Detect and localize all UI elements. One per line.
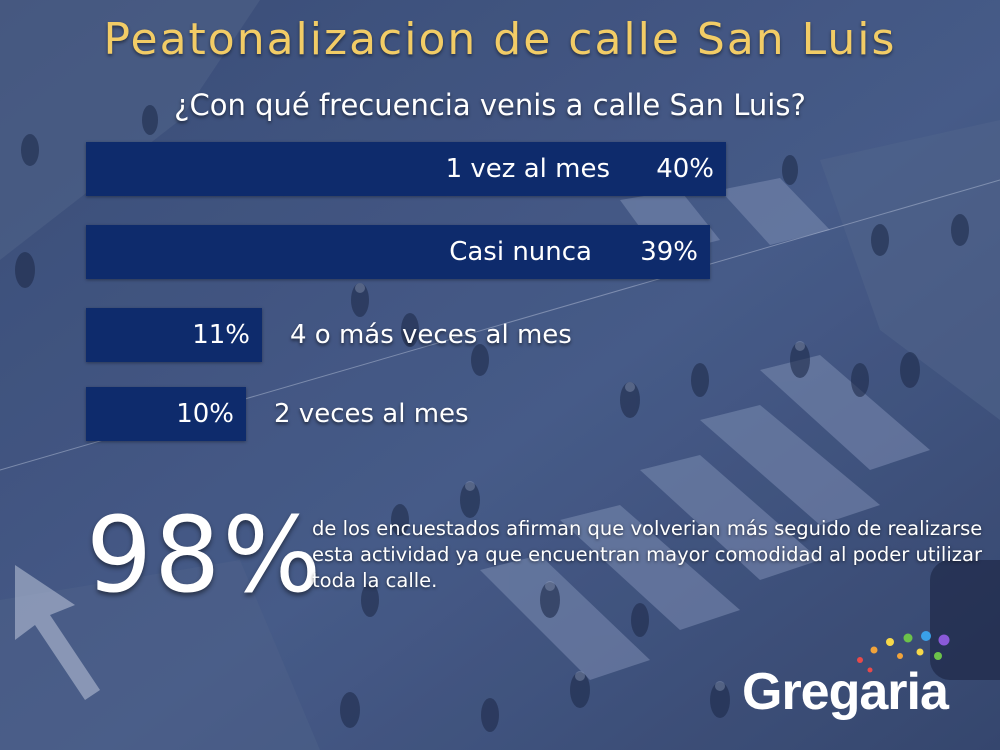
logo-dot <box>870 646 878 654</box>
bar-1: 40% 1 vez al mes <box>86 142 726 196</box>
bar-value-label: 40% <box>656 154 714 184</box>
logo-dot <box>897 653 903 659</box>
brand-logo: Gregaria <box>742 663 949 721</box>
bar-value-label: 11% <box>192 320 250 350</box>
bar-3: 11% <box>86 308 262 362</box>
logo-dot <box>903 633 913 643</box>
bar-2: 39% Casi nunca <box>86 225 710 279</box>
highlight-percentage: 98% <box>86 494 324 616</box>
bar-4: 10% <box>86 387 246 441</box>
logo-dot <box>857 657 863 663</box>
logo-dots-icon <box>857 631 950 673</box>
highlight-description: de los encuestados afirman que volverian… <box>312 517 983 592</box>
bar-category-label: 2 veces al mes <box>274 399 469 429</box>
infographic-title: Peatonalizacion de calle San Luis <box>103 14 897 65</box>
logo-dot <box>916 648 924 656</box>
logo-dot <box>886 638 894 646</box>
bar-category-label: Casi nunca <box>449 237 592 267</box>
bar-value-label: 39% <box>640 237 698 267</box>
bar-value-label: 10% <box>176 399 234 429</box>
logo-dot <box>867 667 873 673</box>
logo-dot <box>938 634 950 646</box>
bar-category-label: 1 vez al mes <box>445 154 610 184</box>
chart-question: ¿Con qué frecuencia venis a calle San Lu… <box>174 88 806 122</box>
logo-dot <box>934 652 942 660</box>
logo-dot <box>921 631 931 641</box>
bar-category-label: 4 o más veces al mes <box>290 320 572 350</box>
